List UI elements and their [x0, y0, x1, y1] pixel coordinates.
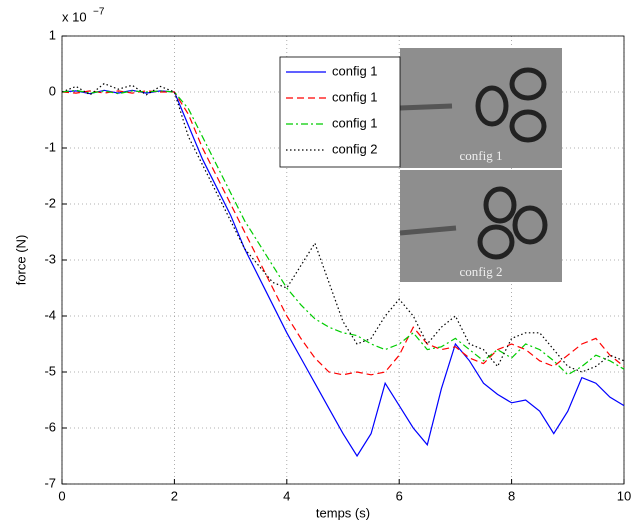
- inset-label: config 1: [460, 148, 503, 163]
- legend-label: config 1: [332, 63, 378, 78]
- x-tick-label: 2: [171, 488, 178, 503]
- probe: [399, 103, 453, 111]
- microobject: [475, 67, 547, 143]
- y-tick-label: -7: [44, 475, 56, 490]
- y-tick-label: -5: [44, 363, 56, 378]
- microobject: [477, 186, 548, 260]
- x-tick-label: 0: [58, 488, 65, 503]
- axes-box: [61, 35, 625, 485]
- probe: [399, 225, 457, 236]
- y-tick-label: 1: [49, 27, 56, 42]
- y-tick-label: 0: [49, 83, 56, 98]
- legend-label: config 1: [332, 89, 378, 104]
- y-tick-label: -3: [44, 251, 56, 266]
- y-axis-label: force (N): [13, 235, 28, 286]
- inset-label: config 2: [460, 264, 503, 279]
- multiplier-base: x 10: [62, 9, 87, 24]
- x-tick-label: 4: [283, 488, 290, 503]
- y-multiplier: x 10 −7: [62, 7, 105, 25]
- x-tick-label: 8: [508, 488, 515, 503]
- y-tick-label: -6: [44, 419, 56, 434]
- inset-2: config 2: [399, 170, 562, 282]
- inset-photo: [400, 170, 562, 282]
- y-tick-label: -2: [44, 195, 56, 210]
- legend-label: config 2: [332, 141, 378, 156]
- series-line: [61, 82, 625, 373]
- legend: config 1 config 1 config 1 config 2: [279, 56, 401, 168]
- multiplier-exponent: −7: [93, 7, 105, 18]
- y-tick-label: -4: [44, 307, 56, 322]
- series-line: [61, 89, 625, 376]
- legend-label: config 1: [332, 115, 378, 130]
- legend-box: [279, 56, 401, 168]
- y-tick-label: -1: [44, 139, 56, 154]
- x-tick-label: 10: [617, 488, 631, 503]
- x-tick-label: 6: [396, 488, 403, 503]
- x-axis-label: temps (s): [316, 505, 370, 520]
- inset-1: config 1: [399, 48, 562, 168]
